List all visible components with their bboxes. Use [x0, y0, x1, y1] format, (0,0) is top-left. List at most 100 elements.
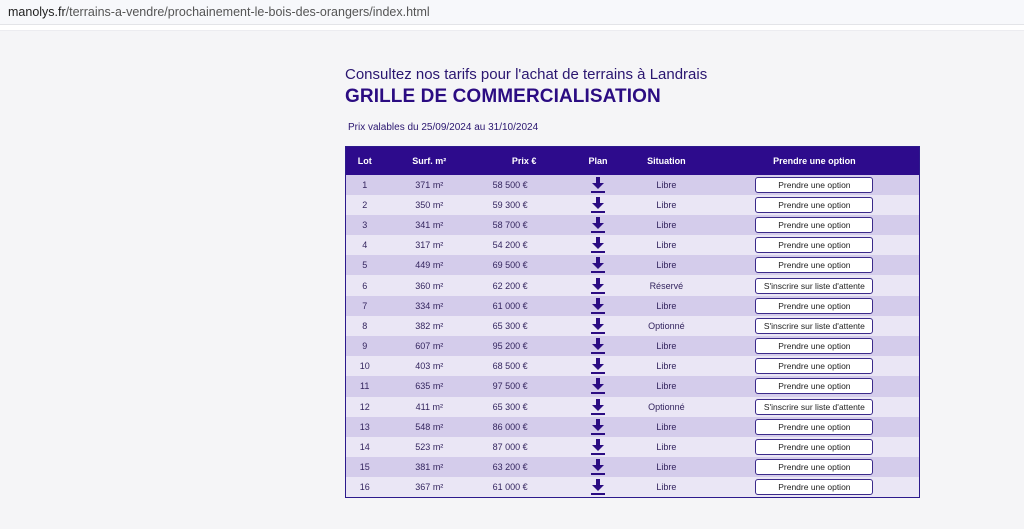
cell-surface: 635 m² [415, 381, 444, 392]
download-arrow-icon[interactable] [590, 317, 605, 334]
take-option-button[interactable]: Prendre une option [755, 338, 874, 355]
waitlist-button[interactable]: S'inscrire sur liste d'attente [755, 277, 874, 294]
cell-price: 86 000 € [492, 421, 528, 432]
cell-price: 65 300 € [492, 401, 528, 412]
cell-situation: Libre [656, 381, 677, 392]
cell-surface: 360 m² [415, 280, 444, 291]
take-option-button[interactable]: Prendre une option [755, 439, 874, 456]
table-row: 1 371 m² 58 500 € Libre Prendre une option [345, 174, 920, 195]
cell-price: 61 000 € [492, 300, 528, 311]
pricing-table: Lot Surf. m² Prix € Plan Situation Prend… [345, 146, 920, 498]
take-option-button[interactable]: Prendre une option [755, 257, 874, 274]
download-arrow-icon[interactable] [590, 196, 605, 213]
download-arrow-icon[interactable] [590, 237, 605, 254]
cell-price: 59 300 € [492, 199, 528, 210]
download-arrow-icon[interactable] [590, 358, 605, 375]
take-option-button[interactable]: Prendre une option [755, 196, 874, 213]
page-title: GRILLE DE COMMERCIALISATION [345, 86, 661, 107]
cell-plan [573, 215, 623, 235]
header-action: Prendre une option [773, 155, 856, 166]
cell-surface: 523 m² [415, 442, 444, 453]
cell-price: 95 200 € [492, 341, 528, 352]
download-arrow-icon[interactable] [590, 338, 605, 355]
waitlist-button[interactable]: S'inscrire sur liste d'attente [755, 317, 874, 334]
download-arrow-icon[interactable] [590, 439, 605, 456]
cell-surface: 403 m² [415, 361, 444, 372]
table-row: 15 381 m² 63 200 € Libre Prendre une option [345, 457, 920, 478]
table-row: 3 341 m² 58 700 € Libre Prendre une option [345, 214, 920, 236]
waitlist-button[interactable]: S'inscrire sur liste d'attente [755, 398, 874, 415]
cell-surface: 334 m² [415, 300, 444, 311]
take-option-button[interactable]: Prendre une option [755, 479, 874, 496]
cell-surface: 548 m² [415, 421, 444, 432]
cell-plan [573, 397, 623, 417]
cell-price: 68 500 € [492, 361, 528, 372]
table-row: 14 523 m² 87 000 € Libre Prendre une option [345, 436, 920, 458]
download-arrow-icon[interactable] [590, 297, 605, 314]
download-arrow-icon[interactable] [590, 176, 605, 193]
address-bar[interactable]: manolys.fr/terrains-a-vendre/prochaineme… [0, 0, 1024, 25]
table-row: 11 635 m² 97 500 € Libre Prendre une option [345, 376, 920, 397]
table-row: 13 548 m² 86 000 € Libre Prendre une option [345, 416, 920, 437]
download-arrow-icon[interactable] [590, 459, 605, 476]
cell-surface: 411 m² [415, 401, 443, 412]
cell-lot: 1 [362, 179, 368, 190]
cell-action: S'inscrire sur liste d'attente [710, 397, 920, 417]
cell-plan [573, 255, 623, 275]
take-option-button[interactable]: Prendre une option [755, 237, 874, 254]
cell-situation: Libre [656, 219, 677, 230]
take-option-button[interactable]: Prendre une option [755, 176, 874, 193]
cell-price: 69 500 € [492, 260, 528, 271]
download-arrow-icon[interactable] [590, 257, 605, 274]
cell-situation: Libre [656, 462, 677, 473]
cell-action: Prendre une option [710, 255, 920, 275]
download-arrow-icon[interactable] [590, 378, 605, 395]
cell-lot: 12 [359, 401, 370, 412]
cell-lot: 8 [362, 320, 368, 331]
header-lot: Lot [357, 155, 372, 166]
cell-action: Prendre une option [710, 235, 920, 255]
table-row: 5 449 m² 69 500 € Libre Prendre une option [345, 255, 920, 276]
cell-situation: Optionné [648, 320, 685, 331]
cell-action: S'inscrire sur liste d'attente [710, 316, 920, 336]
download-arrow-icon[interactable] [590, 277, 605, 294]
cell-plan [573, 457, 623, 477]
url-domain: manolys.fr [8, 5, 66, 19]
cell-situation: Libre [656, 482, 677, 493]
cell-lot: 16 [359, 482, 370, 493]
cell-plan [573, 316, 623, 336]
cell-lot: 11 [360, 381, 370, 392]
download-arrow-icon[interactable] [590, 479, 605, 496]
download-arrow-icon[interactable] [590, 398, 605, 415]
header-price: Prix € [511, 155, 537, 166]
table-row: 7 334 m² 61 000 € Libre Prendre une option [345, 295, 920, 316]
price-validity: Prix valables du 25/09/2024 au 31/10/202… [348, 122, 539, 133]
table-row: 6 360 m² 62 200 € Réservé S'inscrire sur lis… [345, 275, 920, 296]
table-row: 12 411 m² 65 300 € Optionné S'inscrire sur l… [345, 396, 920, 417]
cell-situation: Libre [656, 421, 677, 432]
cell-surface: 371 m² [415, 179, 444, 190]
take-option-button[interactable]: Prendre une option [755, 378, 874, 395]
take-option-button[interactable]: Prendre une option [755, 418, 874, 435]
header-situation: Situation [647, 155, 686, 166]
cell-lot: 7 [362, 300, 368, 311]
take-option-button[interactable]: Prendre une option [755, 459, 874, 476]
cell-action: Prendre une option [710, 296, 920, 316]
take-option-button[interactable]: Prendre une option [755, 297, 874, 314]
page-subtitle: Consultez nos tarifs pour l'achat de ter… [345, 66, 708, 83]
cell-surface: 367 m² [415, 482, 444, 493]
cell-price: 87 000 € [492, 442, 528, 453]
take-option-button[interactable]: Prendre une option [755, 216, 874, 233]
cell-situation: Libre [656, 179, 677, 190]
download-arrow-icon[interactable] [590, 418, 605, 435]
cell-situation: Libre [656, 199, 677, 210]
cell-surface: 449 m² [415, 260, 444, 271]
cell-plan [573, 296, 623, 316]
cell-action: S'inscrire sur liste d'attente [710, 275, 920, 295]
download-arrow-icon[interactable] [590, 216, 605, 233]
cell-plan [573, 195, 623, 215]
cell-action: Prendre une option [710, 215, 920, 235]
cell-lot: 2 [362, 199, 368, 210]
take-option-button[interactable]: Prendre une option [755, 358, 874, 375]
cell-action: Prendre une option [710, 195, 920, 215]
